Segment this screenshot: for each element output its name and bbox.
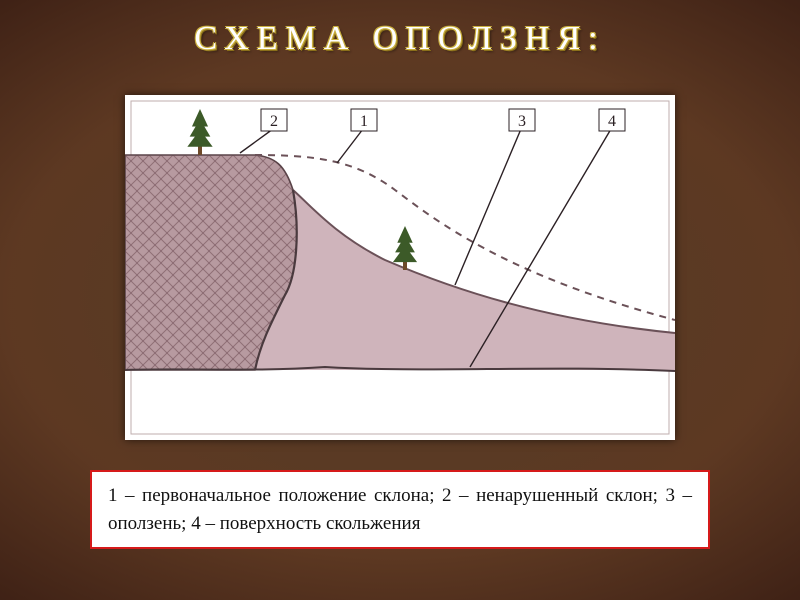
legend-box: 1 – первоначальное положение склона; 2 –… (90, 470, 710, 549)
svg-text:3: 3 (518, 113, 526, 130)
svg-text:1: 1 (360, 113, 368, 130)
svg-text:4: 4 (608, 113, 616, 130)
landslide-diagram: 2 1 3 4 (125, 95, 675, 440)
diagram-svg: 2 1 3 4 (125, 95, 675, 440)
legend-text: 1 – первоначальное положение склона; 2 –… (108, 485, 692, 534)
svg-text:2: 2 (270, 113, 278, 130)
page-title: СХЕМА ОПОЛЗНЯ: (194, 20, 605, 58)
